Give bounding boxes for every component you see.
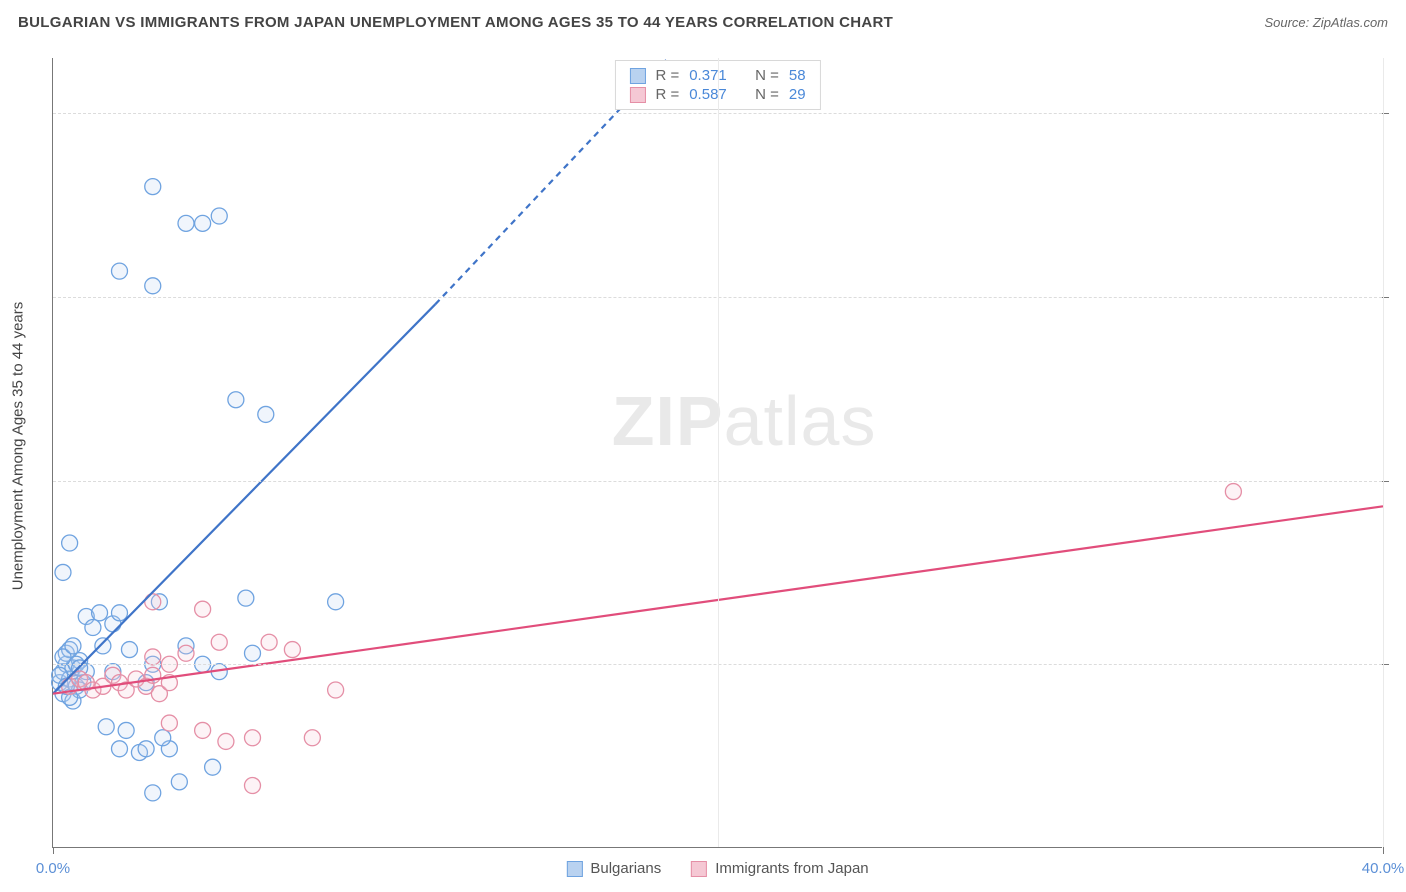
- y-axis-label: Unemployment Among Ages 35 to 44 years: [10, 302, 27, 591]
- legend-item-b: Immigrants from Japan: [691, 860, 868, 877]
- source-label: Source: ZipAtlas.com: [1264, 15, 1388, 30]
- vgrid-line: [718, 58, 719, 847]
- stat-r-b: 0.587: [689, 86, 727, 103]
- legend-bottom: Bulgarians Immigrants from Japan: [566, 860, 868, 877]
- legend-item-a: Bulgarians: [566, 860, 661, 877]
- stat-r-a: 0.371: [689, 67, 727, 84]
- xtick-label: 0.0%: [36, 860, 70, 877]
- plot-area: ZIPatlas R = 0.371 N = 58 R = 0.587 N = …: [52, 58, 1382, 848]
- ytick-label: 5.0%: [1392, 656, 1406, 673]
- chart-title: BULGARIAN VS IMMIGRANTS FROM JAPAN UNEMP…: [18, 14, 893, 31]
- ytick-label: 15.0%: [1392, 288, 1406, 305]
- vgrid-line: [1383, 58, 1384, 847]
- legend-swatch-a: [566, 861, 582, 877]
- ytick-label: 20.0%: [1392, 105, 1406, 122]
- ytick-label: 10.0%: [1392, 472, 1406, 489]
- stat-n-b: 29: [789, 86, 806, 103]
- swatch-series-b: [629, 87, 645, 103]
- legend-swatch-b: [691, 861, 707, 877]
- xtick-label: 40.0%: [1362, 860, 1405, 877]
- swatch-series-a: [629, 68, 645, 84]
- stat-n-a: 58: [789, 67, 806, 84]
